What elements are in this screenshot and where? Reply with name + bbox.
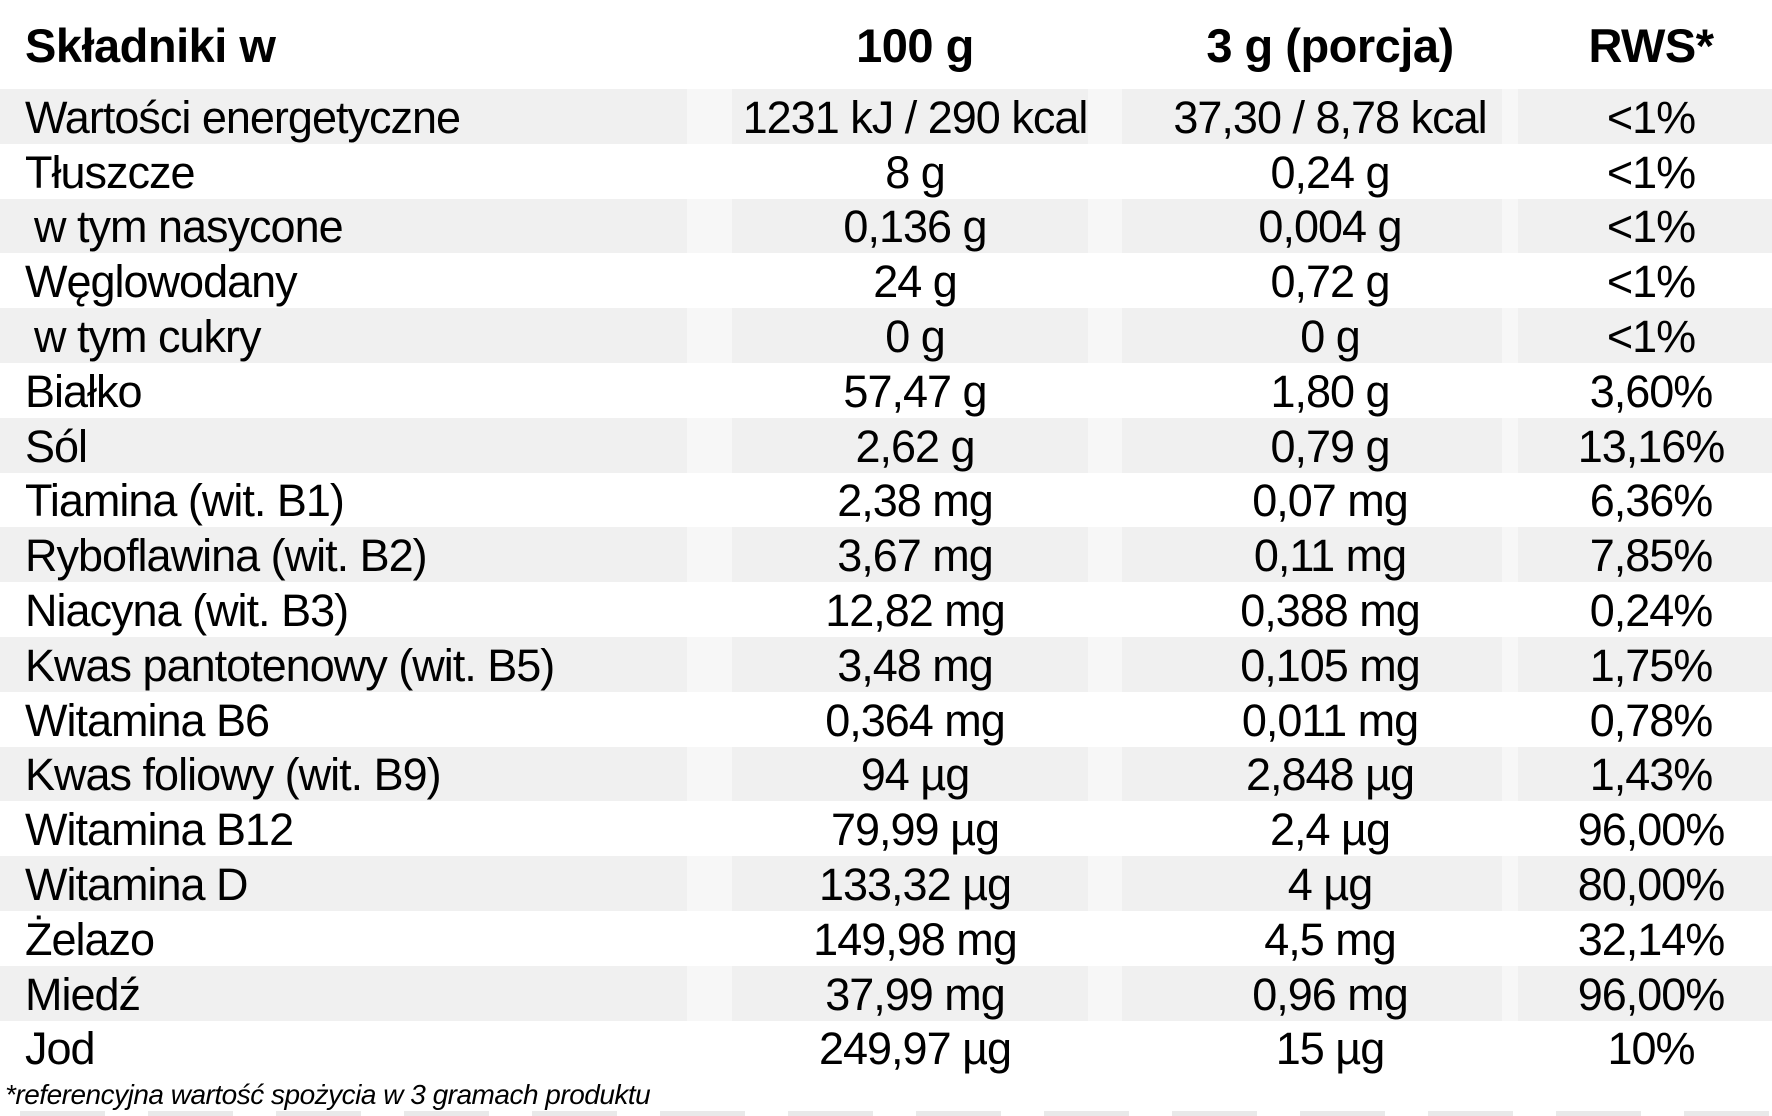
nutrient-label: Miedź xyxy=(25,968,141,1020)
value-per-portion: 2,4 µg xyxy=(1269,804,1391,856)
nutrient-label: Sól xyxy=(25,420,88,472)
value-per-portion: 0,105 mg xyxy=(1240,639,1421,691)
value-per-portion: 15 µg xyxy=(1275,1023,1386,1075)
value-per-100g: 12,82 mg xyxy=(825,585,1006,637)
value-per-100g: 94 µg xyxy=(860,749,971,801)
table-row: w tym cukry 0 g 0 g <1% xyxy=(0,308,1772,363)
table-row: Miedź 37,99 mg 0,96 mg 96,00% xyxy=(0,965,1772,1021)
value-rws: 32,14% xyxy=(1577,913,1726,965)
nutrient-label: Tiamina (wit. B1) xyxy=(25,475,345,527)
value-rws: 0,78% xyxy=(1589,694,1714,746)
nutrient-label: Kwas pantotenowy (wit. B5) xyxy=(25,639,555,691)
value-per-portion: 0,004 g xyxy=(1258,201,1402,253)
nutrient-label: Jod xyxy=(25,1023,96,1075)
nutrient-label: Węglowodany xyxy=(25,256,298,308)
nutrient-label: w tym nasycone xyxy=(34,201,344,253)
table-row: Jod 249,97 µg 15 µg 10% xyxy=(0,1021,1772,1076)
table-row: Witamina B6 0,364 mg 0,011 mg 0,78% xyxy=(0,692,1772,747)
nutrient-label: Witamina B12 xyxy=(25,804,294,856)
value-per-portion: 0,72 g xyxy=(1270,256,1390,308)
value-per-100g: 2,62 g xyxy=(855,420,975,472)
value-per-portion: 2,848 µg xyxy=(1245,749,1415,801)
table-row: Kwas foliowy (wit. B9) 94 µg 2,848 µg 1,… xyxy=(0,746,1772,802)
table-row: Węglowodany 24 g 0,72 g <1% xyxy=(0,253,1772,308)
table-row: Wartości energetyczne 1231 kJ / 290 kcal… xyxy=(0,89,1772,144)
table-row: Sól 2,62 g 0,79 g 13,16% xyxy=(0,417,1772,473)
value-rws: <1% xyxy=(1606,201,1696,253)
value-rws: 6,36% xyxy=(1589,475,1714,527)
value-per-100g: 8 g xyxy=(885,146,946,198)
table-row: Witamina D 133,32 µg 4 µg 80,00% xyxy=(0,856,1772,911)
header-rws: RWS* xyxy=(1588,19,1714,72)
nutrient-label: Ryboflawina (wit. B2) xyxy=(25,530,428,582)
value-per-100g: 249,97 µg xyxy=(818,1023,1012,1075)
nutrient-label: Wartości energetyczne xyxy=(25,91,461,143)
value-per-portion: 0,11 mg xyxy=(1253,530,1407,582)
value-per-portion: 4 µg xyxy=(1287,859,1373,911)
value-per-100g: 0,364 mg xyxy=(825,694,1006,746)
nutrient-label: Witamina D xyxy=(25,859,249,911)
value-rws: 10% xyxy=(1607,1023,1695,1075)
value-per-100g: 1231 kJ / 290 kcal xyxy=(742,91,1089,143)
table-body: Wartości energetyczne 1231 kJ / 290 kcal… xyxy=(0,89,1772,1075)
nutrient-label: Tłuszcze xyxy=(25,146,196,198)
value-per-100g: 57,47 g xyxy=(843,365,987,417)
value-rws: <1% xyxy=(1606,91,1696,143)
value-per-portion: 0,07 mg xyxy=(1252,475,1409,527)
value-per-100g: 2,38 mg xyxy=(837,475,994,527)
value-rws: 96,00% xyxy=(1577,968,1726,1020)
header-per-portion: 3 g (porcja) xyxy=(1206,19,1454,72)
reference-footnote: *referencyjna wartość spożycia w 3 grama… xyxy=(5,1079,651,1111)
value-per-100g: 149,98 mg xyxy=(813,913,1018,965)
table-row: Witamina B12 79,99 µg 2,4 µg 96,00% xyxy=(0,801,1772,856)
value-per-portion: 0,24 g xyxy=(1270,146,1390,198)
value-per-100g: 37,99 mg xyxy=(825,968,1006,1020)
value-per-portion: 37,30 / 8,78 kcal xyxy=(1173,91,1487,143)
table-row: Niacyna (wit. B3) 12,82 mg 0,388 mg 0,24… xyxy=(0,582,1772,637)
table-header-row: Składniki w 100 g 3 g (porcja) RWS* xyxy=(0,0,1772,89)
value-rws: 96,00% xyxy=(1577,804,1726,856)
value-per-100g: 3,48 mg xyxy=(837,639,994,691)
nutrient-label: Żelazo xyxy=(25,913,155,965)
nutrient-label: Witamina B6 xyxy=(25,694,270,746)
value-rws: 1,43% xyxy=(1589,749,1714,801)
table-row: Żelazo 149,98 mg 4,5 mg 32,14% xyxy=(0,911,1772,966)
value-per-portion: 0,011 mg xyxy=(1241,694,1419,746)
value-rws: <1% xyxy=(1606,311,1696,363)
value-per-100g: 3,67 mg xyxy=(837,530,994,582)
header-per-100g: 100 g xyxy=(856,19,974,72)
table-row: w tym nasycone 0,136 g 0,004 g <1% xyxy=(0,198,1772,254)
value-rws: 0,24% xyxy=(1589,585,1714,637)
value-rws: <1% xyxy=(1606,256,1696,308)
value-rws: 3,60% xyxy=(1589,365,1714,417)
value-rws: 80,00% xyxy=(1577,859,1726,911)
value-rws: 7,85% xyxy=(1589,530,1714,582)
table-row: Tiamina (wit. B1) 2,38 mg 0,07 mg 6,36% xyxy=(0,473,1772,528)
value-per-portion: 4,5 mg xyxy=(1264,913,1397,965)
nutrient-label: Niacyna (wit. B3) xyxy=(25,585,349,637)
nutrient-label: Białko xyxy=(25,365,143,417)
value-per-portion: 0,79 g xyxy=(1270,420,1390,472)
value-per-100g: 0 g xyxy=(885,311,946,363)
value-rws: 1,75% xyxy=(1589,639,1714,691)
table-row: Kwas pantotenowy (wit. B5) 3,48 mg 0,105… xyxy=(0,636,1772,692)
value-per-100g: 0,136 g xyxy=(843,201,987,253)
value-per-portion: 1,80 g xyxy=(1270,365,1390,417)
value-per-portion: 0,388 mg xyxy=(1240,585,1421,637)
nutrient-label: Kwas foliowy (wit. B9) xyxy=(25,749,442,801)
value-per-portion: 0 g xyxy=(1300,311,1361,363)
value-rws: 13,16% xyxy=(1577,420,1726,472)
header-ingredients: Składniki w xyxy=(25,19,276,72)
value-per-100g: 24 g xyxy=(873,256,958,308)
value-per-portion: 0,96 mg xyxy=(1252,968,1409,1020)
table-row: Ryboflawina (wit. B2) 3,67 mg 0,11 mg 7,… xyxy=(0,527,1772,583)
table-row: Tłuszcze 8 g 0,24 g <1% xyxy=(0,144,1772,199)
table-row: Białko 57,47 g 1,80 g 3,60% xyxy=(0,363,1772,418)
nutrient-label: w tym cukry xyxy=(34,311,262,363)
value-per-100g: 133,32 µg xyxy=(818,859,1012,911)
value-rws: <1% xyxy=(1606,146,1696,198)
value-per-100g: 79,99 µg xyxy=(830,804,1000,856)
